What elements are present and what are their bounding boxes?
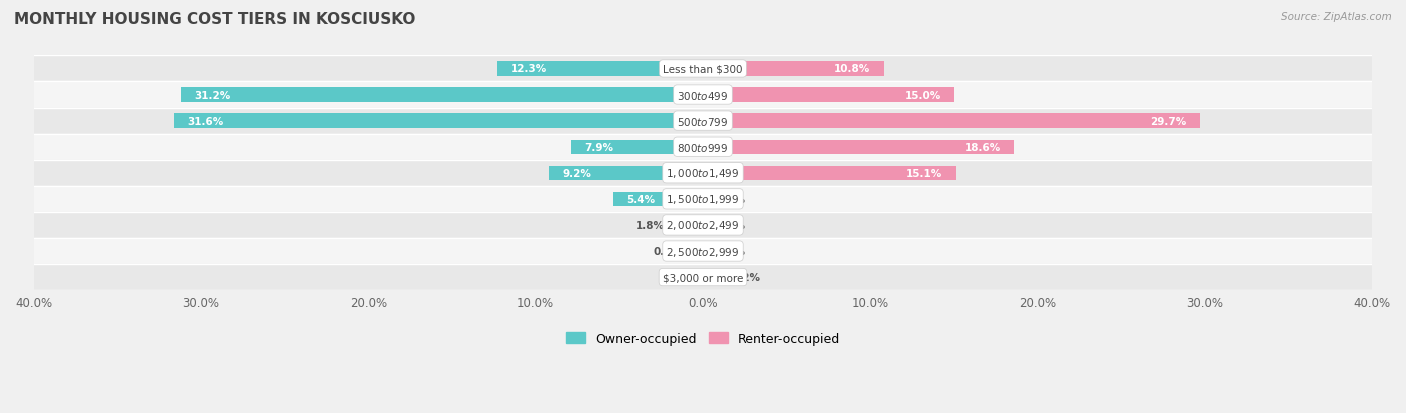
Bar — [703, 62, 884, 76]
Text: 12.3%: 12.3% — [510, 64, 547, 74]
Text: $1,000 to $1,499: $1,000 to $1,499 — [666, 167, 740, 180]
Text: Less than $300: Less than $300 — [664, 64, 742, 74]
Text: 0.0%: 0.0% — [717, 195, 745, 204]
Text: $2,500 to $2,999: $2,500 to $2,999 — [666, 245, 740, 258]
Text: $500 to $799: $500 to $799 — [678, 115, 728, 127]
Bar — [34, 186, 1372, 212]
Text: $1,500 to $1,999: $1,500 to $1,999 — [666, 193, 740, 206]
Bar — [692, 244, 703, 259]
Text: 15.0%: 15.0% — [904, 90, 941, 100]
Bar — [703, 88, 955, 102]
Bar — [181, 88, 703, 102]
Text: 1.8%: 1.8% — [636, 221, 665, 230]
Legend: Owner-occupied, Renter-occupied: Owner-occupied, Renter-occupied — [561, 327, 845, 350]
Text: 1.2%: 1.2% — [731, 273, 761, 282]
Bar — [34, 108, 1372, 134]
Text: $300 to $499: $300 to $499 — [678, 89, 728, 101]
Text: 18.6%: 18.6% — [965, 142, 1001, 152]
Text: $800 to $999: $800 to $999 — [678, 141, 728, 153]
Text: 0.0%: 0.0% — [717, 247, 745, 256]
Text: 5.4%: 5.4% — [626, 195, 655, 204]
Text: 29.7%: 29.7% — [1150, 116, 1187, 126]
Text: $2,000 to $2,499: $2,000 to $2,499 — [666, 219, 740, 232]
Text: 7.9%: 7.9% — [583, 142, 613, 152]
Text: $3,000 or more: $3,000 or more — [662, 273, 744, 282]
Bar — [703, 140, 1014, 154]
Text: 31.6%: 31.6% — [187, 116, 224, 126]
Bar — [34, 82, 1372, 108]
Bar — [34, 212, 1372, 238]
Bar — [703, 114, 1201, 128]
Bar — [498, 62, 703, 76]
Bar — [703, 270, 723, 285]
Text: 0.0%: 0.0% — [661, 273, 689, 282]
Bar — [34, 134, 1372, 160]
Bar — [673, 218, 703, 233]
Bar — [613, 192, 703, 206]
Text: Source: ZipAtlas.com: Source: ZipAtlas.com — [1281, 12, 1392, 22]
Text: 15.1%: 15.1% — [905, 169, 942, 178]
Text: 31.2%: 31.2% — [194, 90, 231, 100]
Bar — [548, 166, 703, 180]
Bar — [34, 264, 1372, 290]
Bar — [703, 166, 956, 180]
Bar — [571, 140, 703, 154]
Text: MONTHLY HOUSING COST TIERS IN KOSCIUSKO: MONTHLY HOUSING COST TIERS IN KOSCIUSKO — [14, 12, 415, 27]
Bar — [34, 160, 1372, 186]
Bar — [174, 114, 703, 128]
Text: 0.7%: 0.7% — [654, 247, 683, 256]
Text: 0.0%: 0.0% — [717, 221, 745, 230]
Text: 9.2%: 9.2% — [562, 169, 592, 178]
Text: 10.8%: 10.8% — [834, 64, 870, 74]
Bar — [34, 238, 1372, 264]
Bar — [34, 56, 1372, 82]
